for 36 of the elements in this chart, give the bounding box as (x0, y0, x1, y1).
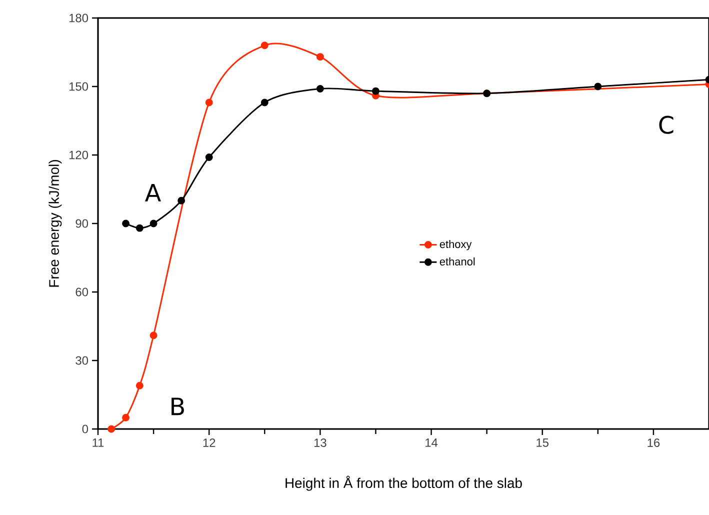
annotation: B (172, 398, 184, 416)
point (122, 220, 130, 228)
y-tick-label: 90 (76, 219, 88, 228)
point (594, 82, 602, 90)
x-tick-label: 11 (92, 438, 104, 447)
point (108, 425, 116, 433)
point (178, 196, 186, 204)
point (260, 42, 268, 50)
point (136, 224, 144, 232)
y-tick-label: 30 (76, 356, 88, 365)
point (205, 154, 213, 162)
x-tick-label: 14 (426, 438, 438, 447)
x-tick-label: 16 (648, 438, 660, 447)
x-tick-label: 15 (536, 438, 549, 447)
legend-label: ethanol (440, 257, 475, 266)
point (372, 87, 380, 95)
point (122, 414, 130, 422)
y-axis-title: Free energy (kJ/mol) (48, 160, 62, 287)
x-axis-title: Height in Å from the bottom of the slab (286, 476, 522, 491)
point (316, 53, 324, 61)
point (205, 98, 213, 106)
legend-label: ethoxy (440, 240, 472, 250)
point (150, 332, 158, 340)
point (136, 382, 144, 390)
point (260, 98, 268, 106)
point (316, 85, 324, 93)
x-tick-label: 13 (314, 438, 326, 447)
y-tick-label: 150 (69, 82, 88, 91)
annotation: C (659, 116, 674, 134)
y-tick-label: 0 (82, 424, 88, 434)
y-tick-label: 60 (76, 288, 88, 296)
annotation: A (145, 184, 161, 202)
point (150, 220, 158, 228)
y-tick-label: 120 (69, 150, 88, 160)
x-tick-label: 12 (203, 438, 216, 447)
y-tick-label: 180 (69, 14, 88, 22)
